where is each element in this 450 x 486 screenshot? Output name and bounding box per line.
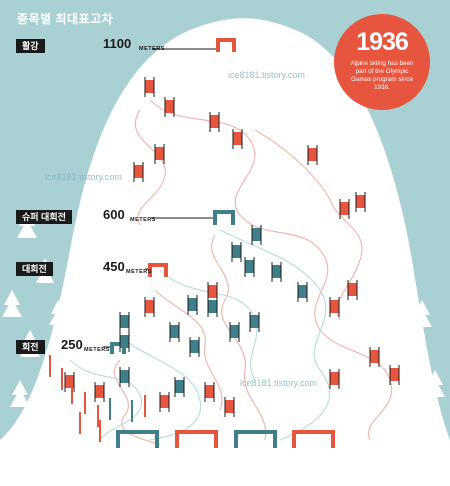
gate-flag bbox=[64, 372, 75, 392]
unit-label: METERS bbox=[139, 46, 165, 52]
discipline-label: 슈퍼 대회전 bbox=[16, 210, 72, 224]
gate-flag bbox=[174, 377, 185, 397]
tree bbox=[425, 370, 445, 397]
gate-flag bbox=[224, 397, 235, 417]
gate-flag bbox=[154, 144, 165, 164]
slope-line-teal bbox=[219, 229, 331, 441]
start-gate-teal bbox=[213, 210, 235, 225]
vertical-drop-value: 600 bbox=[103, 207, 125, 222]
finish-gate-teal bbox=[116, 430, 159, 448]
badge-year: 1936 bbox=[356, 28, 409, 56]
slope-line-red bbox=[254, 129, 363, 321]
gate-flag bbox=[249, 312, 260, 332]
vertical-drop-value: 1100 bbox=[103, 36, 132, 51]
vertical-drop-value: 450 bbox=[103, 259, 125, 274]
gate-flag bbox=[347, 280, 358, 300]
gate-flag bbox=[339, 199, 350, 219]
gate-flag bbox=[207, 282, 218, 302]
gate-flag bbox=[329, 369, 340, 389]
watermark: ice8181.tistory.com bbox=[45, 172, 122, 182]
gate-flag bbox=[389, 365, 400, 385]
gate-flag bbox=[229, 322, 240, 342]
gate-flag bbox=[204, 382, 215, 402]
gate-flag bbox=[119, 367, 130, 387]
unit-label: METERS bbox=[126, 269, 152, 275]
year-badge: 1936 Alpine skiing has been part of the … bbox=[334, 14, 430, 110]
gate-flag bbox=[355, 192, 366, 212]
unit-label: METERS bbox=[84, 347, 110, 353]
slope-line-red bbox=[134, 109, 166, 226]
discipline-label: 회전 bbox=[16, 340, 45, 354]
tree bbox=[17, 210, 37, 238]
finish-gate-red bbox=[175, 430, 218, 448]
slope-line-teal bbox=[159, 269, 258, 381]
gate-flag bbox=[133, 162, 144, 182]
start-gate-red bbox=[148, 263, 168, 277]
slope-line-red bbox=[211, 234, 267, 441]
gate-flag bbox=[329, 297, 340, 317]
slope-line-red bbox=[154, 289, 223, 411]
gate-flag bbox=[244, 257, 255, 277]
gate-flag bbox=[231, 242, 242, 262]
watermark: ice8181.tistory.com bbox=[240, 378, 317, 388]
tree bbox=[412, 300, 432, 327]
discipline-label: 활강 bbox=[16, 39, 45, 53]
slope-line-red bbox=[149, 99, 393, 441]
gate-flag bbox=[307, 145, 318, 165]
tree bbox=[49, 300, 67, 325]
badge-note: Alpine skiing has been part of the Olymp… bbox=[350, 60, 414, 91]
gate-flag bbox=[187, 295, 198, 315]
gate-flag bbox=[369, 347, 380, 367]
gate-flag bbox=[144, 297, 155, 317]
gate-flag bbox=[232, 129, 243, 149]
discipline-label: 대회전 bbox=[16, 262, 53, 276]
tree bbox=[10, 380, 30, 407]
slope-line-red bbox=[113, 359, 161, 446]
gate-flag bbox=[169, 322, 180, 342]
watermark: ice8181.tistory.com bbox=[228, 70, 305, 80]
gate-flag bbox=[251, 225, 262, 245]
gate-flag bbox=[209, 112, 220, 132]
start-gate-red bbox=[216, 38, 236, 52]
vertical-drop-value: 250 bbox=[61, 337, 83, 352]
snow-mountain bbox=[0, 18, 450, 486]
slope-line-teal bbox=[69, 359, 143, 441]
start-gate-teal bbox=[110, 342, 126, 354]
page-title: 종목별 최대표고차 bbox=[17, 12, 114, 26]
gate-flag bbox=[164, 97, 175, 117]
unit-label: METERS bbox=[130, 217, 156, 223]
gate-flag bbox=[159, 392, 170, 412]
tree bbox=[2, 290, 22, 317]
gate-flag bbox=[297, 282, 308, 302]
gate-flag bbox=[119, 332, 130, 352]
gate-flag bbox=[144, 77, 155, 97]
gate-flag bbox=[189, 337, 200, 357]
tree bbox=[396, 340, 414, 366]
gate-flag bbox=[94, 382, 105, 402]
gate-flag bbox=[271, 262, 282, 282]
finish-gate-teal bbox=[234, 430, 277, 448]
finish-gate-red bbox=[292, 430, 335, 448]
gate-flag bbox=[119, 312, 130, 332]
